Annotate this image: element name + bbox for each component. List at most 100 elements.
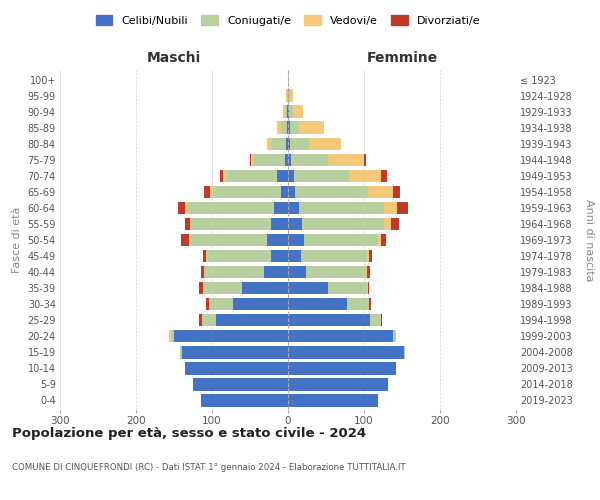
Bar — [187, 202, 274, 214]
Bar — [206, 250, 271, 262]
Bar — [287, 122, 288, 134]
Bar — [271, 218, 288, 230]
Text: Femmine: Femmine — [367, 51, 437, 65]
Bar — [191, 234, 267, 246]
Bar — [384, 218, 391, 230]
Bar — [288, 378, 388, 390]
Bar — [302, 218, 384, 230]
Bar — [328, 282, 367, 294]
Bar — [174, 330, 288, 342]
Bar — [286, 138, 288, 150]
Legend: Celibi/Nubili, Coniugati/e, Vedovi/e, Divorziati/e: Celibi/Nubili, Coniugati/e, Vedovi/e, Di… — [91, 10, 485, 30]
Bar — [271, 250, 288, 262]
Bar — [203, 250, 206, 262]
Bar — [288, 154, 291, 166]
Bar — [295, 186, 368, 198]
Bar — [285, 106, 287, 118]
Bar — [288, 218, 302, 230]
Bar — [367, 282, 368, 294]
Bar — [209, 298, 233, 310]
Bar — [271, 138, 286, 150]
Bar — [286, 90, 287, 102]
Bar — [364, 154, 366, 166]
Bar — [384, 202, 397, 214]
Bar — [210, 186, 213, 198]
Bar — [308, 138, 341, 150]
Bar — [202, 314, 216, 326]
Bar — [288, 202, 299, 214]
Bar — [202, 266, 205, 278]
Bar — [367, 266, 370, 278]
Bar — [203, 282, 242, 294]
Bar — [233, 298, 288, 310]
Bar — [220, 170, 223, 182]
Bar — [281, 122, 287, 134]
Bar — [185, 362, 288, 374]
Bar — [180, 346, 182, 358]
Bar — [404, 346, 405, 358]
Bar — [299, 122, 324, 134]
Bar — [193, 378, 288, 390]
Bar — [290, 122, 299, 134]
Bar — [368, 282, 370, 294]
Bar — [267, 234, 288, 246]
Bar — [291, 154, 328, 166]
Bar — [299, 202, 384, 214]
Bar — [199, 314, 202, 326]
Bar — [182, 346, 288, 358]
Bar — [287, 90, 288, 102]
Bar — [199, 282, 203, 294]
Text: COMUNE DI CINQUEFRONDI (RC) - Dati ISTAT 1° gennaio 2024 - Elaborazione TUTTITAL: COMUNE DI CINQUEFRONDI (RC) - Dati ISTAT… — [12, 462, 406, 471]
Bar — [370, 314, 381, 326]
Bar — [223, 170, 226, 182]
Bar — [381, 314, 382, 326]
Bar — [382, 170, 387, 182]
Bar — [306, 266, 365, 278]
Bar — [169, 330, 171, 342]
Bar — [288, 250, 301, 262]
Bar — [250, 154, 251, 166]
Y-axis label: Fasce di età: Fasce di età — [12, 207, 22, 273]
Bar — [393, 330, 396, 342]
Bar — [328, 154, 364, 166]
Bar — [288, 122, 290, 134]
Bar — [377, 234, 381, 246]
Bar — [288, 282, 328, 294]
Bar — [226, 170, 277, 182]
Bar — [288, 298, 347, 310]
Bar — [289, 106, 293, 118]
Bar — [365, 266, 367, 278]
Bar — [281, 186, 288, 198]
Bar — [288, 234, 304, 246]
Bar — [171, 330, 174, 342]
Bar — [190, 218, 191, 230]
Bar — [293, 106, 303, 118]
Bar — [288, 90, 290, 102]
Bar — [304, 234, 377, 246]
Bar — [288, 106, 289, 118]
Bar — [391, 218, 399, 230]
Y-axis label: Anni di nascita: Anni di nascita — [584, 198, 594, 281]
Bar — [288, 362, 396, 374]
Bar — [205, 186, 210, 198]
Bar — [347, 298, 368, 310]
Bar — [285, 154, 288, 166]
Bar — [191, 218, 271, 230]
Bar — [393, 186, 400, 198]
Bar — [368, 186, 393, 198]
Bar — [288, 346, 404, 358]
Bar — [263, 266, 288, 278]
Bar — [349, 170, 382, 182]
Bar — [277, 122, 281, 134]
Bar — [288, 170, 294, 182]
Bar — [277, 170, 288, 182]
Bar — [216, 314, 288, 326]
Bar — [189, 234, 191, 246]
Bar — [368, 298, 371, 310]
Bar — [288, 266, 306, 278]
Bar — [288, 314, 370, 326]
Bar — [267, 138, 271, 150]
Bar — [206, 298, 209, 310]
Bar — [288, 74, 289, 86]
Bar — [178, 202, 185, 214]
